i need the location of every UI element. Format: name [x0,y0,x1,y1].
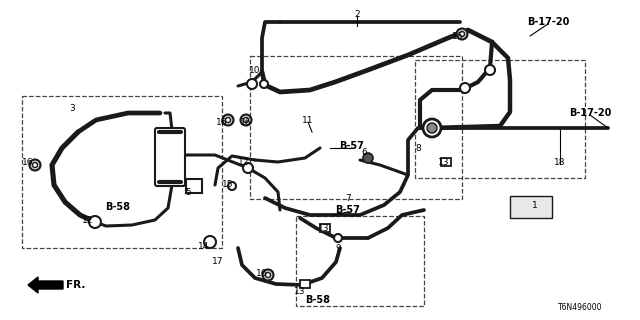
Circle shape [223,115,234,125]
Bar [22,96,222,248]
Text: 13: 13 [438,157,450,166]
Circle shape [33,163,38,167]
Text: 12: 12 [83,215,93,225]
Text: 16: 16 [22,157,34,166]
Text: 2: 2 [354,10,360,19]
Circle shape [363,153,373,163]
Text: 6: 6 [361,148,367,156]
Circle shape [423,119,441,137]
Text: B-17-20: B-17-20 [569,108,611,118]
Bar [415,60,585,178]
Text: 16: 16 [256,269,268,278]
Text: FR.: FR. [66,280,85,290]
Text: 12: 12 [238,157,250,166]
Text: 9: 9 [335,244,341,252]
Circle shape [225,117,230,123]
Text: 16: 16 [452,31,464,41]
Text: 3: 3 [69,103,75,113]
Text: 16: 16 [216,117,228,126]
Circle shape [266,273,271,277]
Bar [186,179,202,193]
Text: 16: 16 [240,117,252,126]
Text: 1: 1 [532,201,538,210]
Circle shape [204,236,216,248]
Circle shape [427,123,437,133]
Text: B-58: B-58 [305,295,330,305]
FancyBboxPatch shape [155,128,185,186]
Text: 14: 14 [198,242,210,251]
Circle shape [262,269,273,281]
Circle shape [29,159,40,171]
Text: 5: 5 [185,188,191,196]
Bar [250,56,462,199]
Bar [510,196,552,218]
Text: B-57: B-57 [335,205,360,215]
Text: 18: 18 [554,157,566,166]
Circle shape [89,216,101,228]
Text: B-58: B-58 [106,202,131,212]
Polygon shape [28,277,63,293]
Text: 13: 13 [294,287,306,297]
Circle shape [260,80,268,88]
Bar [320,224,330,232]
Text: 8: 8 [415,143,421,153]
Circle shape [460,31,465,36]
Circle shape [247,79,257,89]
Text: 10: 10 [249,66,260,75]
Bar [296,216,424,306]
Circle shape [456,28,467,39]
Text: 11: 11 [302,116,314,124]
Circle shape [243,163,253,173]
Text: 15: 15 [222,180,234,188]
Circle shape [228,182,236,190]
Circle shape [485,65,495,75]
Text: 7: 7 [345,194,351,203]
Text: 17: 17 [212,258,224,267]
Circle shape [334,234,342,242]
Circle shape [460,83,470,93]
Circle shape [243,117,248,123]
Bar [441,158,451,166]
Text: 13: 13 [318,223,330,233]
Text: B-57: B-57 [340,141,364,151]
Text: T6N496000: T6N496000 [557,303,602,313]
Circle shape [241,115,252,125]
Bar [300,280,310,288]
Text: B-17-20: B-17-20 [527,17,569,27]
